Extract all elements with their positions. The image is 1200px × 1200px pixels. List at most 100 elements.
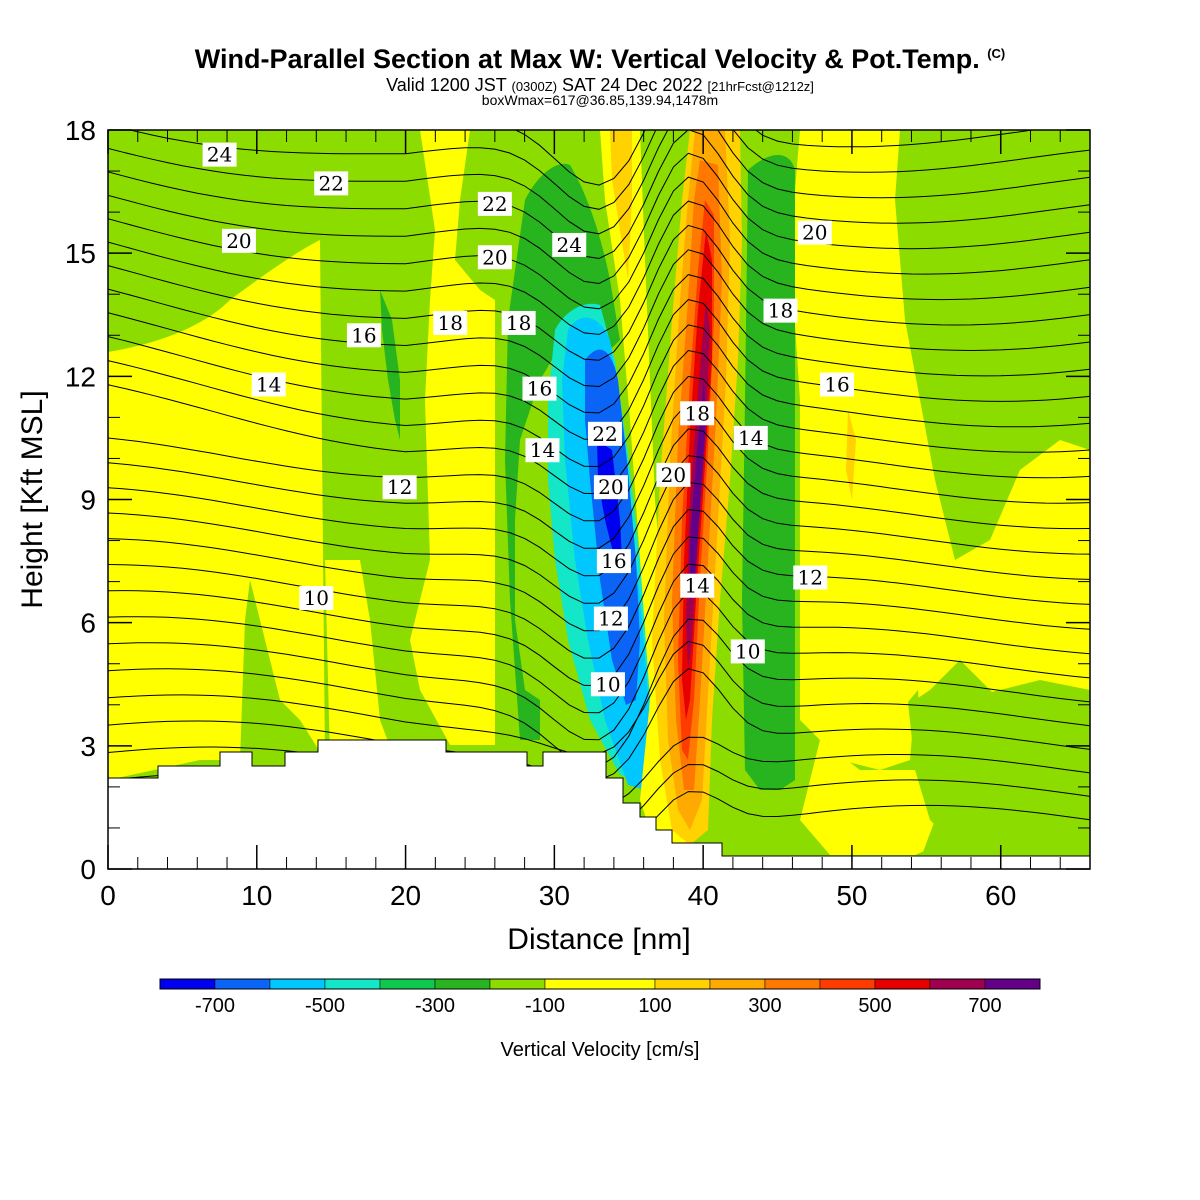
contour-label-box bbox=[251, 372, 286, 397]
contour-label-text: 20 bbox=[482, 245, 507, 269]
theta-contour-line bbox=[108, 481, 1090, 632]
contour-label-text: 18 bbox=[437, 311, 462, 335]
contour-label-text: 16 bbox=[824, 373, 849, 397]
valid-prefix: Valid 1200 JST bbox=[386, 75, 507, 95]
fill-gold-rise bbox=[610, 130, 632, 280]
contour-label-text: 12 bbox=[798, 566, 823, 590]
contour-label: 20 bbox=[797, 220, 832, 245]
fill-yellow-center bbox=[325, 560, 395, 760]
theta-contour-line bbox=[108, 428, 1090, 577]
contour-label-box bbox=[593, 606, 628, 631]
chart-title: Wind-Parallel Section at Max W: Vertical… bbox=[0, 44, 1200, 75]
colorbar: -700 -500 -300 -100 100 300 500 700 Vertical Vel… bbox=[159, 978, 1041, 1061]
contour-label-text: 20 bbox=[661, 463, 686, 487]
contour-label-box bbox=[477, 245, 512, 270]
contour-label-box bbox=[656, 462, 691, 487]
colorbar-swatch bbox=[929, 978, 986, 990]
fill-dark-green-left bbox=[380, 290, 400, 440]
fill-green-east-right bbox=[960, 130, 1090, 450]
contour-label: 24 bbox=[202, 142, 237, 167]
contour-label-text: 10 bbox=[735, 639, 760, 663]
contour-label-box bbox=[221, 228, 256, 253]
contour-label-text: 22 bbox=[318, 171, 343, 195]
theta-contour-line bbox=[108, 375, 1090, 522]
contour-label-text: 14 bbox=[738, 426, 763, 450]
colorbar-swatch bbox=[434, 978, 491, 990]
contour-label-text: 14 bbox=[684, 574, 709, 598]
colorbar-tick-label: -700 bbox=[195, 995, 235, 1017]
x-axis-title: Distance [nm] bbox=[507, 923, 690, 956]
contour-label: 22 bbox=[477, 191, 512, 216]
contour-label-box bbox=[680, 401, 715, 426]
x-tick-label: 40 bbox=[688, 880, 719, 911]
colorbar-swatch bbox=[764, 978, 821, 990]
contour-label-box bbox=[433, 310, 468, 335]
colorbar-swatch bbox=[214, 978, 271, 990]
contour-label-text: 10 bbox=[304, 586, 329, 610]
contour-label-box bbox=[552, 232, 587, 257]
terrain-mask bbox=[107, 739, 1091, 870]
contour-label-text: 12 bbox=[387, 475, 412, 499]
contour-label: 12 bbox=[382, 475, 417, 500]
y-tick-label: 6 bbox=[80, 608, 96, 639]
theta-contour-line bbox=[108, 152, 1090, 285]
contour-label-box bbox=[797, 220, 832, 245]
contour-label-box bbox=[587, 421, 622, 446]
colorbar-swatch bbox=[874, 978, 931, 990]
contour-label: 12 bbox=[593, 606, 628, 631]
colorbar-title: Vertical Velocity [cm/s] bbox=[501, 1039, 700, 1061]
y-tick-label: 9 bbox=[80, 485, 96, 516]
contour-label-box bbox=[477, 191, 512, 216]
theta-contour-line bbox=[108, 401, 1090, 549]
contour-label-box bbox=[501, 310, 536, 335]
valid-date: SAT 24 Dec 2022 bbox=[562, 75, 703, 95]
theta-contour-line bbox=[108, 563, 1090, 714]
y-axis-title: Height [Kft MSL] bbox=[16, 390, 49, 608]
y-tick-label: 0 bbox=[80, 854, 96, 885]
fill-dark-green-east bbox=[742, 155, 795, 790]
colorbar-tick-label: 700 bbox=[968, 995, 1001, 1017]
contour-label: 10 bbox=[299, 586, 334, 611]
contour-label-text: 16 bbox=[601, 549, 626, 573]
contour-label-text: 20 bbox=[598, 475, 623, 499]
contour-label: 22 bbox=[314, 171, 349, 196]
colorbar-tick-label: 500 bbox=[858, 995, 891, 1017]
contour-label-box bbox=[680, 573, 715, 598]
chart-title-text: Wind-Parallel Section at Max W: Vertical… bbox=[194, 44, 980, 74]
contour-label-box bbox=[730, 639, 765, 664]
contour-label: 18 bbox=[501, 310, 536, 335]
contour-labels: 24 22 20 22 20 24 16 18 18 14 16 22 18 14 20 12 20 16 14 12… bbox=[202, 142, 855, 697]
valid-time-line: Valid 1200 JST (0300Z) SAT 24 Dec 2022 [… bbox=[0, 75, 1200, 96]
contour-label: 22 bbox=[587, 421, 622, 446]
fill-yellow-east bbox=[790, 130, 1090, 770]
contour-label-text: 16 bbox=[527, 377, 552, 401]
theta-contour-line bbox=[108, 176, 1090, 310]
colorbar-tick-label: -300 bbox=[415, 995, 455, 1017]
colorbar-swatch bbox=[984, 978, 1041, 990]
colorbar-tick-label: 100 bbox=[638, 995, 671, 1017]
contour-label-box bbox=[733, 425, 768, 450]
colorbar-swatch bbox=[324, 978, 381, 990]
contour-label-text: 24 bbox=[207, 143, 232, 167]
valid-forecast: [21hrFcst@1212z] bbox=[707, 79, 814, 94]
theta-contour-line bbox=[108, 455, 1090, 604]
y-tick-label: 15 bbox=[65, 238, 96, 269]
contour-label-box bbox=[525, 438, 560, 463]
contour-label: 18 bbox=[763, 298, 798, 323]
theta-contour-line bbox=[514, 130, 1037, 186]
contour-label: 20 bbox=[656, 462, 691, 487]
contour-label: 18 bbox=[433, 310, 468, 335]
theta-contour-line bbox=[108, 274, 1090, 414]
contour-label: 14 bbox=[251, 372, 286, 397]
contour-label-text: 16 bbox=[351, 323, 376, 347]
theta-contour-line bbox=[108, 130, 1090, 260]
contour-label-box bbox=[382, 475, 417, 500]
y-tick-label: 12 bbox=[65, 361, 96, 392]
contour-label-text: 14 bbox=[256, 373, 281, 397]
colorbar-tick-label: 300 bbox=[748, 995, 781, 1017]
contour-label-box bbox=[793, 565, 828, 590]
contour-label: 10 bbox=[730, 639, 765, 664]
axes: 0 10 20 30 40 50 60 0 3 6 9 12 15 18 Distance [nm] Heig… bbox=[16, 115, 1090, 956]
contour-label-text: 18 bbox=[684, 401, 709, 425]
